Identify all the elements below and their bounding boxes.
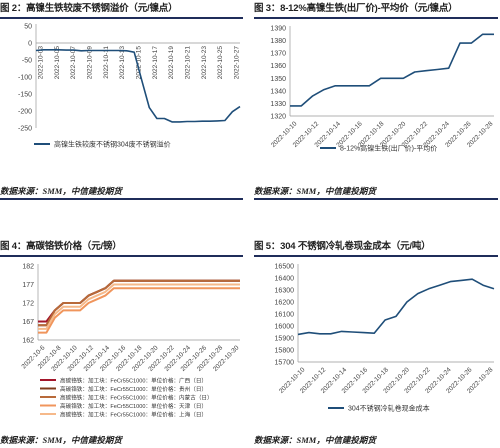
- y-tick-label: 182: [22, 264, 34, 271]
- y-tick-label: 1340: [270, 88, 286, 95]
- legend-label: 高镍生铁较废不锈钢304废不锈钢溢价: [54, 140, 171, 149]
- series-line-0: [290, 33, 494, 107]
- premium-line-chart: 50 0 -50 -100 -150 -200 -250 2022-10-03 2022-10-…: [18, 24, 241, 149]
- y-tick-label: 0: [28, 41, 32, 48]
- y-tick-label: 1330: [270, 101, 286, 108]
- legend-label: 高碳铬铁：加工块：FeCr55C1000：单位价格：天津（日）: [60, 402, 207, 410]
- x-tick-label: 2022-10-21: [185, 46, 192, 80]
- y-tick-label: 16400: [275, 276, 295, 283]
- x-tick-label: 2022-10-19: [168, 46, 175, 80]
- y-tick-label: 172: [22, 301, 34, 308]
- legend-label: 高碳铬铁：加工块：FeCr55C1000：单位价格：内蒙古（日）: [60, 393, 213, 401]
- series-line-3: [38, 287, 240, 334]
- source-note: 数据来源：SMM，中信建投期货: [0, 186, 122, 196]
- series-line-0: [35, 48, 241, 123]
- legend-label: 高碳铬铁：加工块：FeCr55C1000：单位价格：上海（日）: [60, 410, 207, 418]
- chart-panel-npi-price: 图 3：8-12%高镍生铁(出厂价)-平均价（元/镍点） 1390 1380 137…: [254, 0, 500, 200]
- chart-title: 图 3：8-12%高镍生铁(出厂价)-平均价（元/镍点）: [254, 3, 458, 14]
- source-note: 数据来源：SMM，中信建投期货: [254, 435, 376, 445]
- chart-title: 图 5：304 不锈钢冷轧卷现金成本（元/吨）: [254, 241, 431, 252]
- chart-title: 图 2：高镍生铁较废不锈钢溢价（元/镍点）: [0, 3, 178, 14]
- chart-panel-304-cost: 图 5：304 不锈钢冷轧卷现金成本（元/吨） 16500 16400 16300 1…: [254, 238, 500, 448]
- x-tick-label: 2022-10-11: [103, 46, 110, 79]
- series-line-4: [38, 283, 240, 330]
- bottom-rule: [0, 198, 243, 200]
- y-tick-label: 15800: [275, 348, 295, 355]
- cost-line-chart: 16500 16400 16300 16200 16100 16000 15900 15800…: [275, 264, 495, 413]
- y-tick-label: 16500: [275, 264, 295, 271]
- y-tick-label: 162: [22, 338, 34, 345]
- x-tick-label: 2022-10-17: [152, 46, 159, 80]
- bottom-rule: [254, 198, 498, 200]
- y-tick-label: 16000: [275, 324, 295, 331]
- npi-price-line-chart: 139013801370136013501340133013202022-10-…: [270, 26, 495, 153]
- x-tick-label: 2022-10-23: [201, 46, 208, 80]
- x-tick-label: 2022-10-15: [136, 46, 143, 80]
- x-tick-label: 2022-10-27: [234, 46, 241, 80]
- title-rule: [0, 255, 243, 257]
- title-rule: [0, 17, 243, 19]
- y-tick-label: 1380: [270, 38, 286, 45]
- x-tick-label: 2022-10-25: [217, 46, 224, 80]
- y-tick-label: 177: [22, 282, 34, 289]
- y-tick-label: 1360: [270, 63, 286, 70]
- y-tick-label: 1320: [270, 114, 286, 121]
- y-tick-label: 15900: [275, 336, 295, 343]
- title-rule: [254, 17, 498, 19]
- source-note: 数据来源：SMM，中信建投期货: [0, 435, 122, 445]
- legend-label: 高碳铬铁：加工块：FeCr55C1000：单位价格：贵州（日）: [60, 385, 207, 393]
- chart-title: 图 4：高碳铬铁价格（元/镑）: [0, 241, 122, 252]
- ferrochrome-line-chart: 1821771721671622022-10-62022-10-82022-10…: [21, 264, 241, 419]
- legend-label: 304不锈钢冷轧卷现金成本: [348, 404, 430, 413]
- y-tick-label: 16300: [275, 288, 295, 295]
- x-tick-label: 2022-10-03: [38, 46, 45, 80]
- x-tick-label: 2022-10-07: [70, 46, 77, 80]
- y-tick-label: -150: [18, 92, 32, 99]
- y-tick-label: 1390: [270, 26, 286, 33]
- y-tick-label: -100: [18, 75, 32, 82]
- chart-panel-premium: 图 2：高镍生铁较废不锈钢溢价（元/镍点） 50 0 -50 -100 -150 -200…: [0, 0, 246, 200]
- y-tick-label: -200: [18, 109, 32, 116]
- series-line-0: [38, 279, 240, 323]
- series-line-2: [38, 279, 240, 327]
- series-line-0: [297, 278, 495, 336]
- y-tick-label: 16100: [275, 312, 295, 319]
- y-tick-label: -50: [22, 58, 32, 65]
- y-tick-label: 15700: [275, 360, 295, 367]
- y-tick-label: 16200: [275, 300, 295, 307]
- source-note: 数据来源：SMM，中信建投期货: [254, 186, 376, 196]
- x-tick-label: 2022-10-09: [87, 46, 94, 80]
- title-rule: [254, 255, 498, 257]
- legend-label: 8-12%高镍生铁(出厂价)-平均价: [340, 144, 437, 153]
- x-tick-label: 2022-10-05: [54, 46, 61, 80]
- x-tick-label: 2022-10-13: [119, 46, 126, 80]
- chart-panel-ferrochrome: 图 4：高碳铬铁价格（元/镑） 182 177 172 167 162 2022-10-6…: [0, 238, 246, 448]
- y-tick-label: -250: [18, 126, 32, 133]
- legend-label: 高碳铬铁：加工块：FeCr55C1000：单位价格：广西（日）: [60, 376, 207, 384]
- y-tick-label: 1350: [270, 76, 286, 83]
- y-tick-label: 1370: [270, 51, 286, 58]
- y-tick-label: 50: [24, 24, 32, 31]
- y-tick-label: 167: [22, 319, 34, 326]
